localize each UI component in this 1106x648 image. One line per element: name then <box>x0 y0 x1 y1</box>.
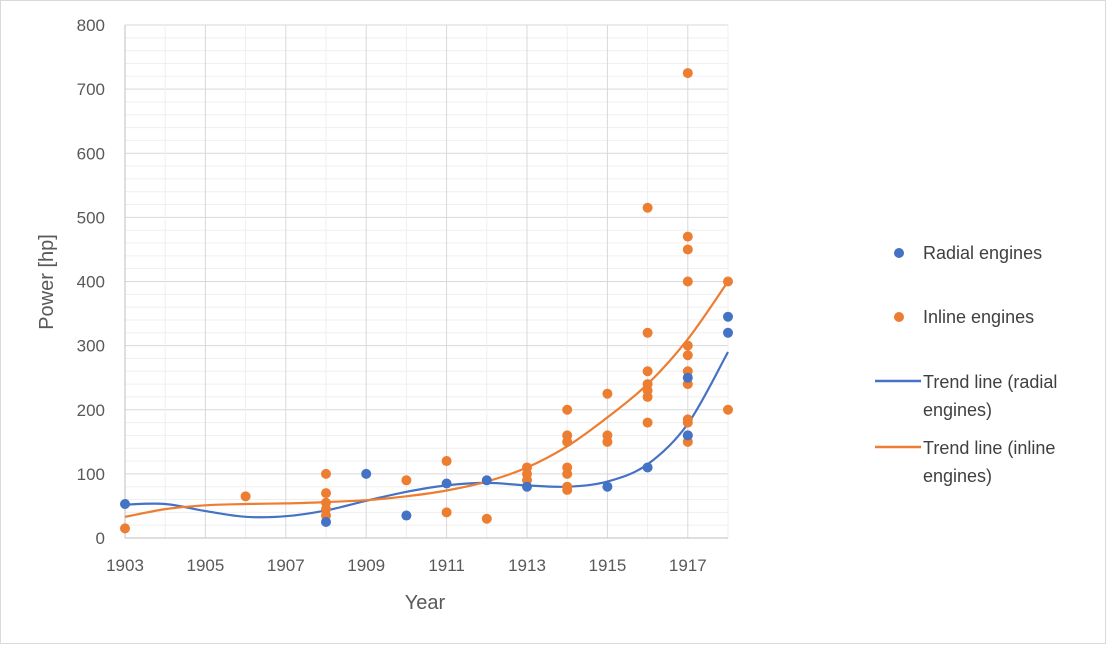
gridlines <box>124 24 729 539</box>
legend-trend-radial-label-line1: Trend line (radial <box>923 372 1057 392</box>
inline-engine-point <box>723 404 733 415</box>
legend-trend-radial-label-line2: engines) <box>923 400 992 420</box>
radial-engine-point <box>682 430 693 441</box>
legend-trend-inline-label-line1: Trend line (inline <box>923 438 1055 458</box>
inline-engine-point <box>401 475 412 486</box>
inline-engine-point <box>682 414 693 425</box>
trend-lines <box>124 280 729 519</box>
legend-trend-inline-label-line2: engines) <box>923 466 992 486</box>
inline-engine-point <box>723 276 733 287</box>
inline-engine-point <box>562 462 573 473</box>
inline-engine-point <box>682 68 693 79</box>
y-tick-label: 0 <box>96 529 105 548</box>
data-points <box>120 68 733 534</box>
x-tick-label: 1913 <box>508 556 546 575</box>
x-tick-label: 1909 <box>347 556 385 575</box>
inline-engine-point <box>522 462 532 473</box>
inline-engine-point <box>682 231 693 242</box>
y-tick-label: 700 <box>77 80 105 99</box>
radial-engine-point <box>723 327 733 338</box>
radial-engine-point <box>522 481 532 492</box>
y-tick-label: 500 <box>77 208 105 227</box>
y-axis-title: Power [hp] <box>36 234 58 330</box>
inline-engine-point <box>682 244 693 255</box>
inline-engine-point <box>682 276 693 287</box>
inline-engine-point <box>441 507 452 518</box>
inline-engine-point <box>642 379 653 390</box>
legend-radial-label: Radial engines <box>923 243 1042 263</box>
y-tick-label: 200 <box>77 401 105 420</box>
y-tick-label: 800 <box>77 16 105 35</box>
legend-inline-marker <box>894 312 904 322</box>
y-tick-labels: 0 100 200 300 400 500 600 700 800 <box>77 16 105 548</box>
inline-engine-point <box>562 481 573 492</box>
radial-engine-point <box>723 311 733 322</box>
radial-engine-point <box>441 478 452 489</box>
inline-engine-point <box>682 340 693 351</box>
inline-engine-point <box>120 523 130 534</box>
inline-engine-point <box>642 327 653 338</box>
radial-engine-point <box>682 372 693 383</box>
x-tick-label: 1917 <box>669 556 707 575</box>
inline-engine-point <box>441 456 452 467</box>
legend-inline-label: Inline engines <box>923 307 1034 327</box>
x-tick-labels: 1903 1905 1907 1909 1911 1913 1915 1917 <box>106 556 707 575</box>
inline-engine-point <box>321 468 331 479</box>
radial-engine-point <box>602 481 613 492</box>
x-tick-label: 1915 <box>588 556 626 575</box>
y-tick-label: 400 <box>77 273 105 292</box>
radial-engine-point <box>321 516 331 527</box>
inline-engine-point <box>562 404 573 415</box>
inline-engine-point <box>602 430 613 441</box>
inline-engine-point <box>562 430 573 441</box>
radial-engine-point <box>401 510 412 521</box>
x-tick-label: 1911 <box>428 556 465 575</box>
x-tick-label: 1907 <box>267 556 305 575</box>
inline-engine-point <box>682 350 693 361</box>
radial-engine-point <box>481 475 492 486</box>
radial-engine-point <box>642 462 653 473</box>
x-tick-label: 1905 <box>186 556 224 575</box>
inline-engine-point <box>642 366 653 377</box>
inline-engine-point <box>642 202 653 213</box>
inline-engine-point <box>321 488 331 499</box>
y-tick-label: 300 <box>77 337 105 356</box>
x-tick-label: 1903 <box>106 556 144 575</box>
legend-radial-marker <box>894 248 904 258</box>
inline-engine-point <box>602 388 613 399</box>
trend-line-inline <box>124 280 729 518</box>
inline-engine-point <box>321 497 331 508</box>
radial-engine-point <box>120 499 130 510</box>
y-tick-label: 100 <box>77 465 105 484</box>
inline-engine-point <box>240 491 251 502</box>
x-axis-title: Year <box>405 592 446 614</box>
y-tick-label: 600 <box>77 144 105 163</box>
radial-engine-point <box>361 468 372 479</box>
legend: Radial engines Inline engines Trend line… <box>875 243 1057 486</box>
trend-line-radial <box>124 351 729 519</box>
inline-engine-point <box>642 417 653 428</box>
inline-engine-point <box>481 513 492 524</box>
